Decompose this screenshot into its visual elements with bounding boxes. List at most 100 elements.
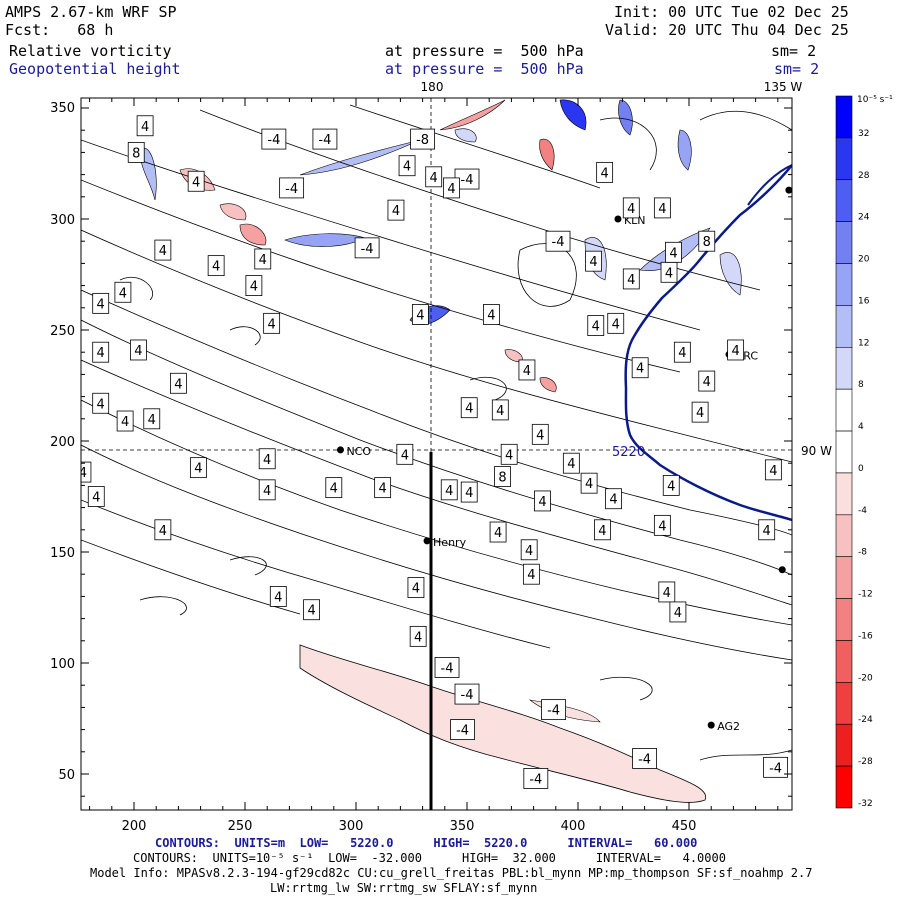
valid-time: Valid: 20 UTC Thu 04 Dec 25 <box>605 21 849 39</box>
lon-label-90w: 90 W <box>801 444 832 458</box>
contour-label: 4 <box>143 408 161 430</box>
contour-label-text: 4 <box>658 202 666 217</box>
contour-label-text: 4 <box>496 404 504 419</box>
contour-label-text: 4 <box>627 202 635 217</box>
contour-label: 4 <box>607 312 625 334</box>
contour-label: 4 <box>269 586 287 607</box>
x-tick-label: 300 <box>339 819 364 834</box>
colorbar-tick-label: 28 <box>858 171 870 181</box>
colorbar-tick-label: -16 <box>858 631 873 641</box>
contour-label: 8 <box>698 230 716 252</box>
contour-label-text: -4 <box>769 761 782 776</box>
footer-vort-high: HIGH= 32.000 <box>461 851 556 865</box>
footer-physics-info: LW:rrtmg_lw SW:rrtmg_sw SFLAY:sf_mynn <box>270 881 538 895</box>
field1-smooth: sm= 2 <box>771 42 817 60</box>
contour-label: 4 <box>518 359 536 381</box>
colorbar-segment <box>835 472 853 516</box>
height-contour-label: 5220 <box>612 445 645 460</box>
contour-label: 4 <box>374 477 392 499</box>
colorbar-tick-label: 12 <box>858 338 869 348</box>
colorbar-segment <box>835 346 853 390</box>
y-tick-label: 100 <box>50 657 75 672</box>
contour-label: 4 <box>407 577 425 598</box>
station-label: Henry <box>433 536 467 549</box>
contour-label-text: 4 <box>494 526 502 541</box>
contour-label: 4 <box>116 410 134 432</box>
contour-label: 8 <box>127 141 145 163</box>
colorbar-segment <box>835 430 853 474</box>
y-tick-label: 300 <box>50 213 75 228</box>
contour-label-text: 4 <box>79 466 87 481</box>
contour-label-text: 4 <box>567 457 575 472</box>
contour-label-text: 4 <box>263 484 271 499</box>
contour-label: -4 <box>450 719 475 740</box>
contour-label-text: 4 <box>609 493 617 508</box>
contour-label: 4 <box>425 166 443 188</box>
x-tick-label: 200 <box>122 819 147 834</box>
contour-label: 4 <box>130 339 147 361</box>
colorbar-tick-label: 32 <box>858 129 869 139</box>
contour-label: 4 <box>698 370 716 392</box>
contour-label: 4 <box>263 312 281 334</box>
contour-label-text: 4 <box>263 453 271 468</box>
contour-label: 4 <box>585 250 602 272</box>
station-marker: NCO <box>336 445 371 458</box>
contour-label: 4 <box>245 275 263 297</box>
colorbar-segment <box>835 723 853 767</box>
contour-label-text: 4 <box>612 317 620 332</box>
contour-label: 4 <box>662 474 680 496</box>
contour-label-text: 4 <box>769 464 777 479</box>
contour-label: 4 <box>534 490 551 512</box>
station-label: AG2 <box>717 720 740 733</box>
contour-label: 8 <box>494 466 511 487</box>
contour-label: 4 <box>325 477 343 499</box>
contour-label: 4 <box>522 563 540 585</box>
map-frame <box>80 97 793 811</box>
x-tick-label: 250 <box>228 819 253 834</box>
contour-label-text: 4 <box>392 204 400 219</box>
footer-vort-interval: INTERVAL= 4.0000 <box>595 851 726 865</box>
model-title: AMPS 2.67-km WRF SP <box>5 3 177 21</box>
contour-label: 4 <box>92 292 110 314</box>
contour-label-text: 4 <box>669 246 677 261</box>
contour-label-text: 4 <box>678 346 686 361</box>
positive-vorticity-patch <box>284 233 366 247</box>
contour-label-text: 4 <box>414 630 422 645</box>
contour-label-text: 4 <box>696 406 704 421</box>
x-tick-label: 400 <box>561 819 586 834</box>
contour-label-text: -4 <box>267 133 280 148</box>
contour-label-text: 4 <box>401 448 409 463</box>
colorbar-tick-label: 24 <box>858 213 870 223</box>
contour-label-text: 4 <box>148 413 156 428</box>
footer-vort-low: CONTOURS: UNITS=10⁻⁵ s⁻¹ LOW= -32.000 <box>133 851 422 865</box>
contour-label: 4 <box>411 304 429 325</box>
contour-label-text: -4 <box>285 182 298 197</box>
contour-label: 4 <box>483 304 500 325</box>
footer-height-high: HIGH= 5220.0 <box>433 836 528 850</box>
station-marker: ROC <box>785 186 792 194</box>
contour-label: 4 <box>387 199 405 221</box>
contour-label: 4 <box>594 519 611 541</box>
colorbar-segment <box>835 388 853 432</box>
contour-label-text: 4 <box>447 182 455 197</box>
contour-label: 4 <box>665 241 682 263</box>
contour-label-text: 4 <box>159 524 167 539</box>
contour-label-text: 8 <box>132 146 140 161</box>
contour-label-text: 4 <box>259 253 267 268</box>
contour-label: -4 <box>434 657 460 678</box>
contour-label-text: -4 <box>318 133 331 148</box>
footer-height-contours: CONTOURS: UNITS=m LOW= 5220.0 HIGH= 5220.… <box>155 836 697 850</box>
contour-label-text: 4 <box>121 415 129 430</box>
positive-vorticity-patch <box>719 252 742 296</box>
station-marker: AG2 <box>707 720 740 733</box>
contour-label: 4 <box>207 255 225 277</box>
contour-label-text: 4 <box>763 524 771 539</box>
contour-label: 4 <box>92 392 110 414</box>
contour-label: 4 <box>409 625 427 647</box>
contour-label: 4 <box>79 461 92 483</box>
contour-label-text: 4 <box>141 120 149 135</box>
contour-label: 4 <box>189 457 207 479</box>
y-tick-label: 150 <box>50 546 75 561</box>
contour-label-text: -4 <box>441 661 454 676</box>
colorbar-segment <box>835 95 853 139</box>
